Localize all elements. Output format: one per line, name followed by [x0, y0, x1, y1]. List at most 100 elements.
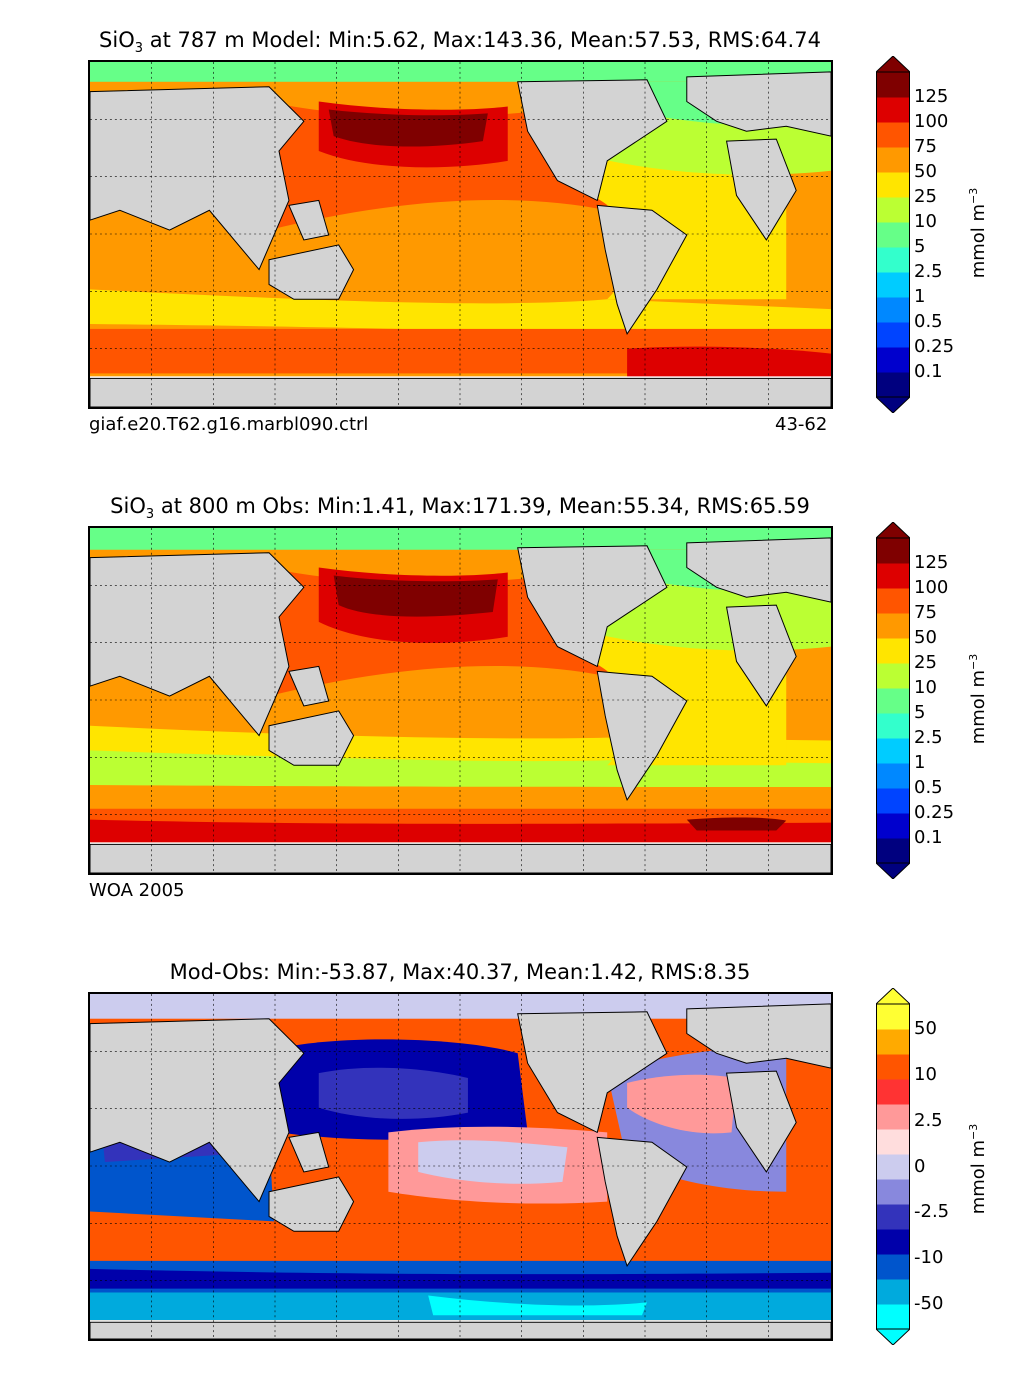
colorbar-tick-label: 100 — [914, 111, 949, 132]
colorbar-tick-label: 0.1 — [914, 361, 943, 382]
colorbar-segment — [876, 738, 910, 764]
colorbar-segment — [876, 172, 910, 198]
colorbar-extend-low — [876, 396, 910, 413]
colorbar-segment — [876, 1004, 910, 1030]
colorbar-frame — [876, 1003, 910, 1330]
panel3-map — [88, 992, 833, 1341]
colorbar-frame — [876, 71, 910, 398]
colorbar-tick-label: 0.25 — [914, 802, 955, 823]
colorbar-segment — [876, 788, 910, 814]
colorbar-tick-label: 0.25 — [914, 336, 955, 357]
panel2-footer-left: WOA 2005 — [89, 880, 185, 901]
colorbar-tick-label: 1 — [914, 286, 926, 307]
colorbar-tick-label: 125 — [914, 86, 949, 107]
colorbar-segment — [876, 1029, 910, 1055]
panel1-title-text: SiO — [99, 28, 135, 52]
colorbar-segment — [876, 72, 910, 98]
panel1-unit-sup: −3 — [967, 187, 980, 204]
colorbar-extend-high — [876, 988, 910, 1005]
colorbar-segment — [876, 372, 910, 398]
colorbar-tick-label: -10 — [914, 1247, 944, 1269]
colorbar-tick-label: 0.1 — [914, 827, 943, 848]
colorbar-tick-label: -2.5 — [914, 1201, 950, 1223]
colorbar-segment — [876, 1154, 910, 1180]
colorbar-segment — [876, 1254, 910, 1280]
panel1-colorbar-svg — [876, 56, 910, 413]
panel3-colorbar-unit: mmol m−3 — [967, 1109, 989, 1229]
colorbar-segment — [876, 613, 910, 639]
panel2-colorbar-svg — [876, 522, 910, 879]
colorbar-segment — [876, 272, 910, 298]
colorbar-segment — [876, 222, 910, 248]
colorbar-segment — [876, 1229, 910, 1255]
colorbar-segment — [876, 247, 910, 273]
panel3-title: Mod-Obs: Min:-53.87, Max:40.37, Mean:1.4… — [169, 960, 751, 984]
colorbar-segment — [876, 322, 910, 348]
panel1-title-sub: 3 — [134, 41, 144, 57]
panel2-title: SiO3 at 800 m Obs: Min:1.41, Max:171.39,… — [30, 494, 890, 522]
colorbar-tick-label: 25 — [914, 186, 937, 207]
colorbar-tick-label: 75 — [914, 602, 937, 623]
colorbar-segment — [876, 663, 910, 689]
colorbar-tick-label: 50 — [914, 1018, 937, 1039]
colorbar-tick-label: 2.5 — [914, 261, 943, 282]
colorbar-tick-label: 10 — [914, 1063, 937, 1085]
colorbar-tick-label: 10 — [914, 211, 937, 232]
panel1-unit-text: mmol m — [968, 203, 989, 279]
colorbar-segment — [876, 1179, 910, 1205]
colorbar-tick-label: -50 — [914, 1293, 944, 1314]
colorbar-frame — [876, 537, 910, 864]
colorbar-segment — [876, 813, 910, 839]
colorbar-tick-label: 125 — [914, 552, 949, 573]
panel2-colorbar — [876, 522, 910, 879]
colorbar-segment — [876, 638, 910, 664]
panel2-map-svg — [90, 528, 831, 873]
colorbar-segment — [876, 1204, 910, 1230]
panel3-colorbar — [876, 988, 910, 1345]
colorbar-segment — [876, 1079, 910, 1105]
panel1-footer-left: giaf.e20.T62.g16.marbl090.ctrl — [89, 414, 369, 435]
colorbar-segment — [876, 713, 910, 739]
colorbar-segment — [876, 347, 910, 373]
panel2-map — [88, 526, 833, 875]
colorbar-tick-label: 100 — [914, 577, 949, 598]
panel2-unit-text: mmol m — [968, 669, 989, 745]
panel2-unit-sup: −3 — [967, 653, 980, 670]
colorbar-tick-label: 0.5 — [914, 311, 943, 332]
colorbar-segment — [876, 1129, 910, 1155]
colorbar-tick-label: 50 — [914, 627, 937, 648]
colorbar-segment — [876, 538, 910, 564]
colorbar-tick-label: 75 — [914, 136, 937, 157]
colorbar-tick-label: 1 — [914, 752, 926, 773]
colorbar-extend-high — [876, 522, 910, 539]
panel2-title-text: SiO — [110, 494, 146, 518]
colorbar-segment — [876, 1054, 910, 1080]
panel1-title-rest: at 787 m Model: Min:5.62, Max:143.36, Me… — [143, 28, 821, 52]
panel3-unit-text: mmol m — [968, 1139, 989, 1215]
colorbar-extend-high — [876, 56, 910, 73]
colorbar-tick-label: 5 — [914, 702, 926, 723]
panel1-title: SiO3 at 787 m Model: Min:5.62, Max:143.3… — [30, 28, 890, 56]
colorbar-tick-label: 5 — [914, 236, 926, 257]
colorbar-segment — [876, 122, 910, 148]
colorbar-segment — [876, 1304, 910, 1330]
colorbar-tick-label: 10 — [914, 677, 937, 698]
colorbar-segment — [876, 763, 910, 789]
panel1-map-svg — [90, 62, 831, 407]
colorbar-segment — [876, 588, 910, 614]
panel1-map — [88, 60, 833, 409]
panel1-colorbar — [876, 56, 910, 413]
colorbar-segment — [876, 97, 910, 123]
colorbar-segment — [876, 838, 910, 864]
panel2-title-sub: 3 — [145, 507, 155, 523]
colorbar-segment — [876, 688, 910, 714]
panel3-colorbar-svg — [876, 988, 910, 1345]
colorbar-segment — [876, 563, 910, 589]
panel2-colorbar-unit: mmol m−3 — [967, 639, 989, 759]
colorbar-tick-label: 0 — [914, 1155, 926, 1177]
colorbar-tick-label: 50 — [914, 161, 937, 182]
panel1-colorbar-unit: mmol m−3 — [967, 173, 989, 293]
colorbar-segment — [876, 1279, 910, 1305]
colorbar-extend-low — [876, 862, 910, 879]
colorbar-tick-label: 0.5 — [914, 777, 943, 798]
